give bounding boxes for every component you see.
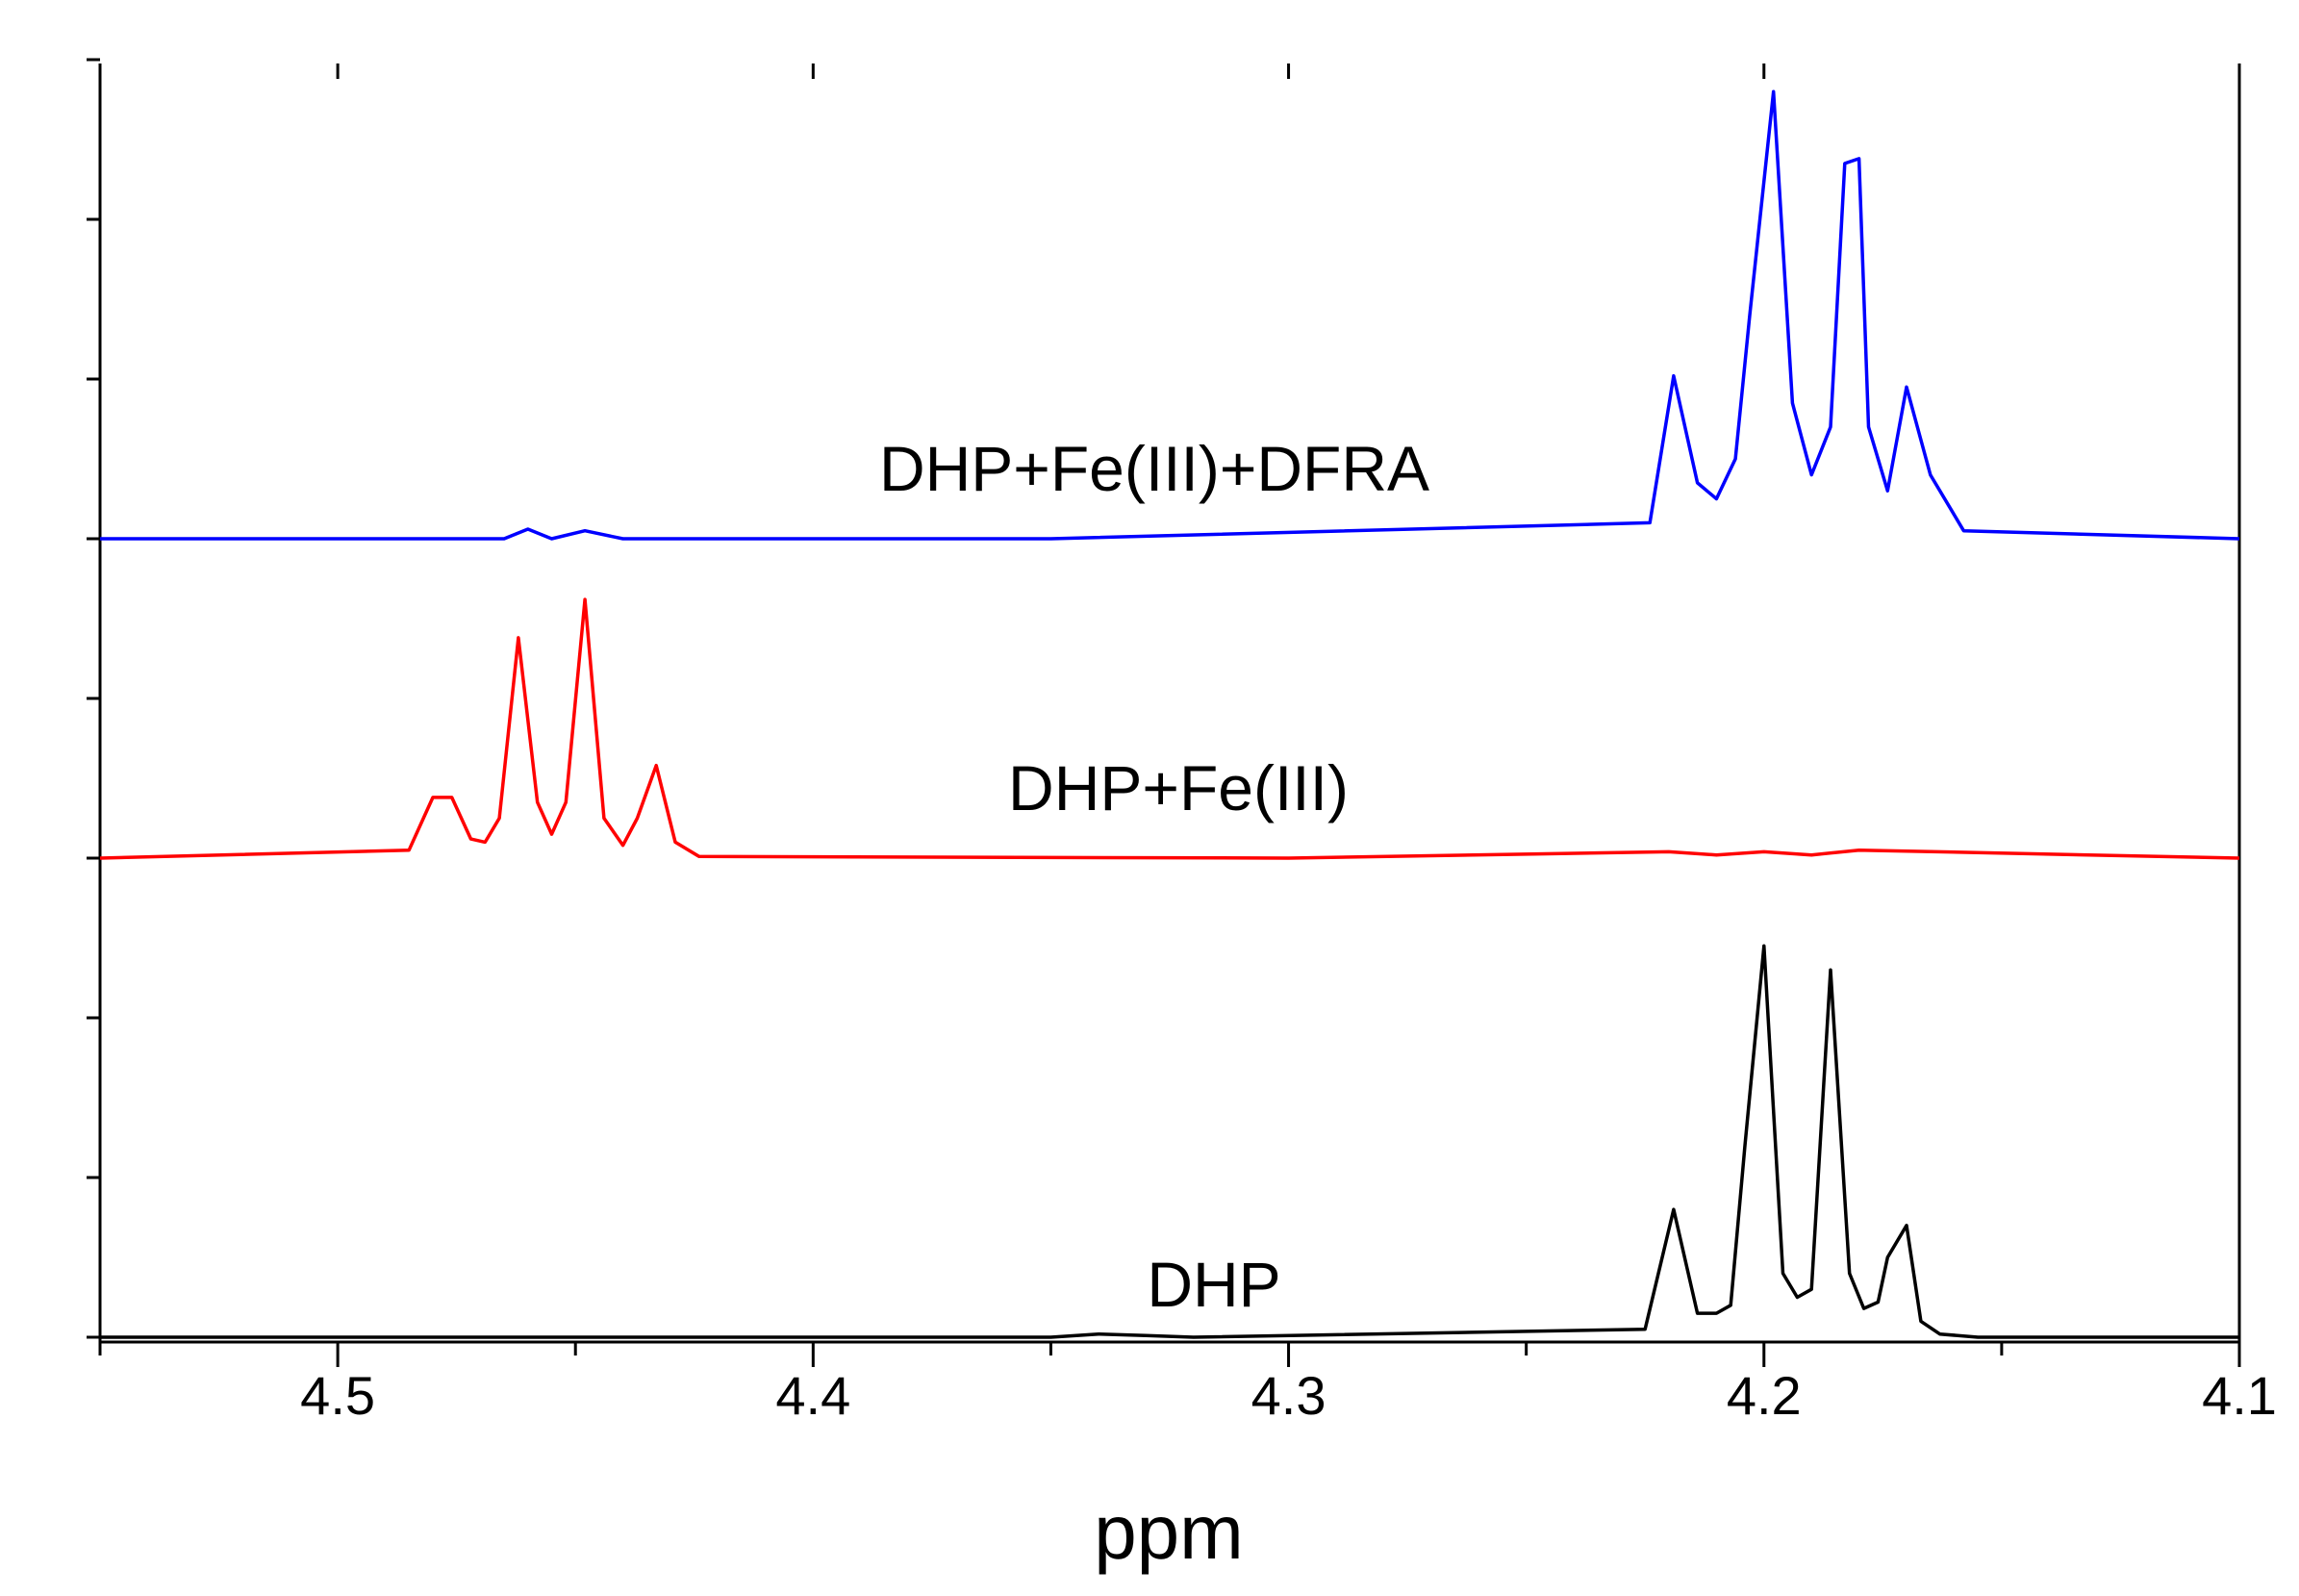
series-group <box>99 89 2240 1339</box>
series-label-dhp-fe: DHP+Fe(III) <box>1008 752 1349 823</box>
series-labels: DHP+Fe(III)+DFRA DHP+Fe(III) DHP <box>879 433 1429 1320</box>
series-line-dhp-fe-iii <box>99 597 2240 860</box>
x-tick-label-3: 4.2 <box>1727 1365 1802 1426</box>
series-label-dhp: DHP <box>1147 1249 1280 1320</box>
series-line-dhp-fe-iii-dfra <box>100 89 2240 541</box>
series-label-dhp-fe-dfra: DHP+Fe(III)+DFRA <box>879 433 1429 504</box>
axes: 4.5 4.4 4.3 4.2 4.1 <box>87 58 2277 1426</box>
series-line-dhp <box>100 944 2239 1339</box>
x-tick-label-2: 4.3 <box>1251 1365 1326 1426</box>
x-tick-label-1: 4.4 <box>775 1365 850 1426</box>
x-tick-label-0: 4.5 <box>300 1365 375 1426</box>
x-axis-title: ppm <box>1094 1489 1244 1575</box>
x-tick-label-4: 4.1 <box>2202 1365 2277 1426</box>
